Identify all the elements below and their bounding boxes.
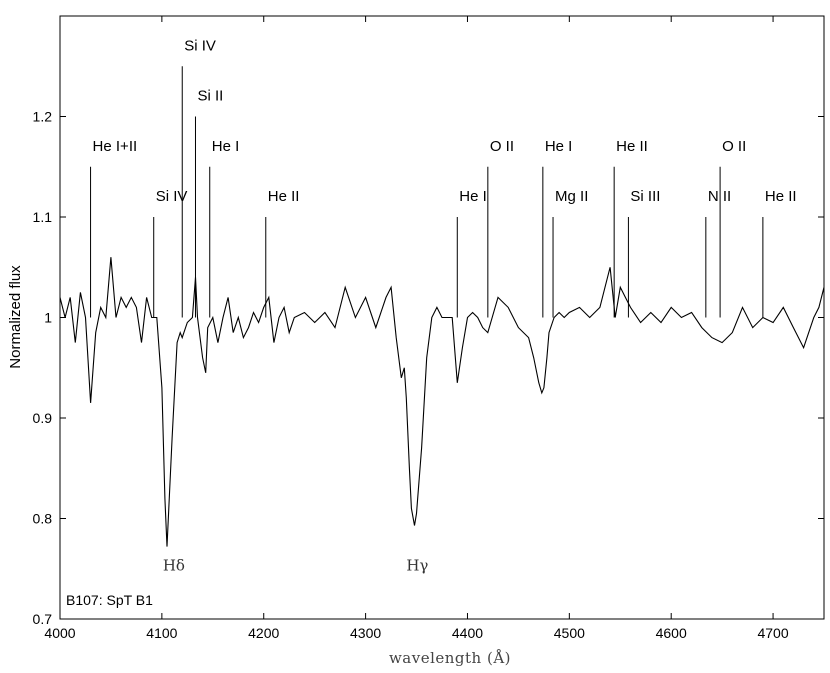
- axis-ticks: 4000 4100 4200 4300 4400 4500 4600 4700 0.7 0.8 0.…: [33, 16, 824, 641]
- line-marker-label: N II: [708, 188, 731, 205]
- y-tick-label: 0.9: [33, 410, 53, 426]
- line-marker-label: He II: [765, 188, 797, 205]
- line-marker-label: He II: [268, 188, 300, 205]
- x-tick-label: 4100: [146, 625, 177, 641]
- y-tick-label: 0.7: [33, 611, 53, 627]
- y-tick-label: 0.8: [33, 511, 53, 527]
- line-marker-label: Mg II: [555, 188, 588, 205]
- x-tick-label: 4000: [44, 625, 75, 641]
- line-marker-label: Si II: [197, 88, 223, 105]
- line-marker-label: Si IV: [184, 37, 216, 54]
- spectrum-line: [59, 257, 825, 547]
- line-marker-label: He I: [212, 138, 240, 155]
- x-tick-label: 4400: [452, 625, 483, 641]
- line-marker-label: Si IV: [156, 188, 188, 205]
- x-tick-label: 4700: [757, 625, 788, 641]
- y-tick-label: 1.1: [33, 209, 53, 225]
- balmer-label: Hγ: [406, 557, 428, 575]
- star-annotation: B107: SpT B1: [66, 592, 153, 608]
- x-tick-label: 4600: [656, 625, 687, 641]
- line-marker-label: He I+II: [93, 138, 138, 155]
- x-tick-label: 4200: [248, 625, 279, 641]
- line-marker-label: O II: [722, 138, 746, 155]
- line-marker-label: He I: [459, 188, 487, 205]
- plot-frame: [59, 15, 825, 620]
- line-marker-label: Si III: [630, 188, 660, 205]
- x-tick-label: 4300: [350, 625, 381, 641]
- y-tick-label: 1.2: [33, 109, 53, 125]
- x-axis-title: wavelength (Å): [389, 649, 511, 667]
- balmer-label: Hδ: [163, 557, 185, 575]
- y-tick-label: 1: [44, 310, 52, 326]
- y-axis-title: Normalized flux: [7, 265, 24, 369]
- x-tick-label: 4500: [554, 625, 585, 641]
- line-marker-label: O II: [490, 138, 514, 155]
- line-markers: He I+II Si IV Si IV Si II He I He II He I O II H…: [90, 37, 797, 575]
- line-marker-label: He II: [616, 138, 648, 155]
- line-marker-label: He I: [545, 138, 573, 155]
